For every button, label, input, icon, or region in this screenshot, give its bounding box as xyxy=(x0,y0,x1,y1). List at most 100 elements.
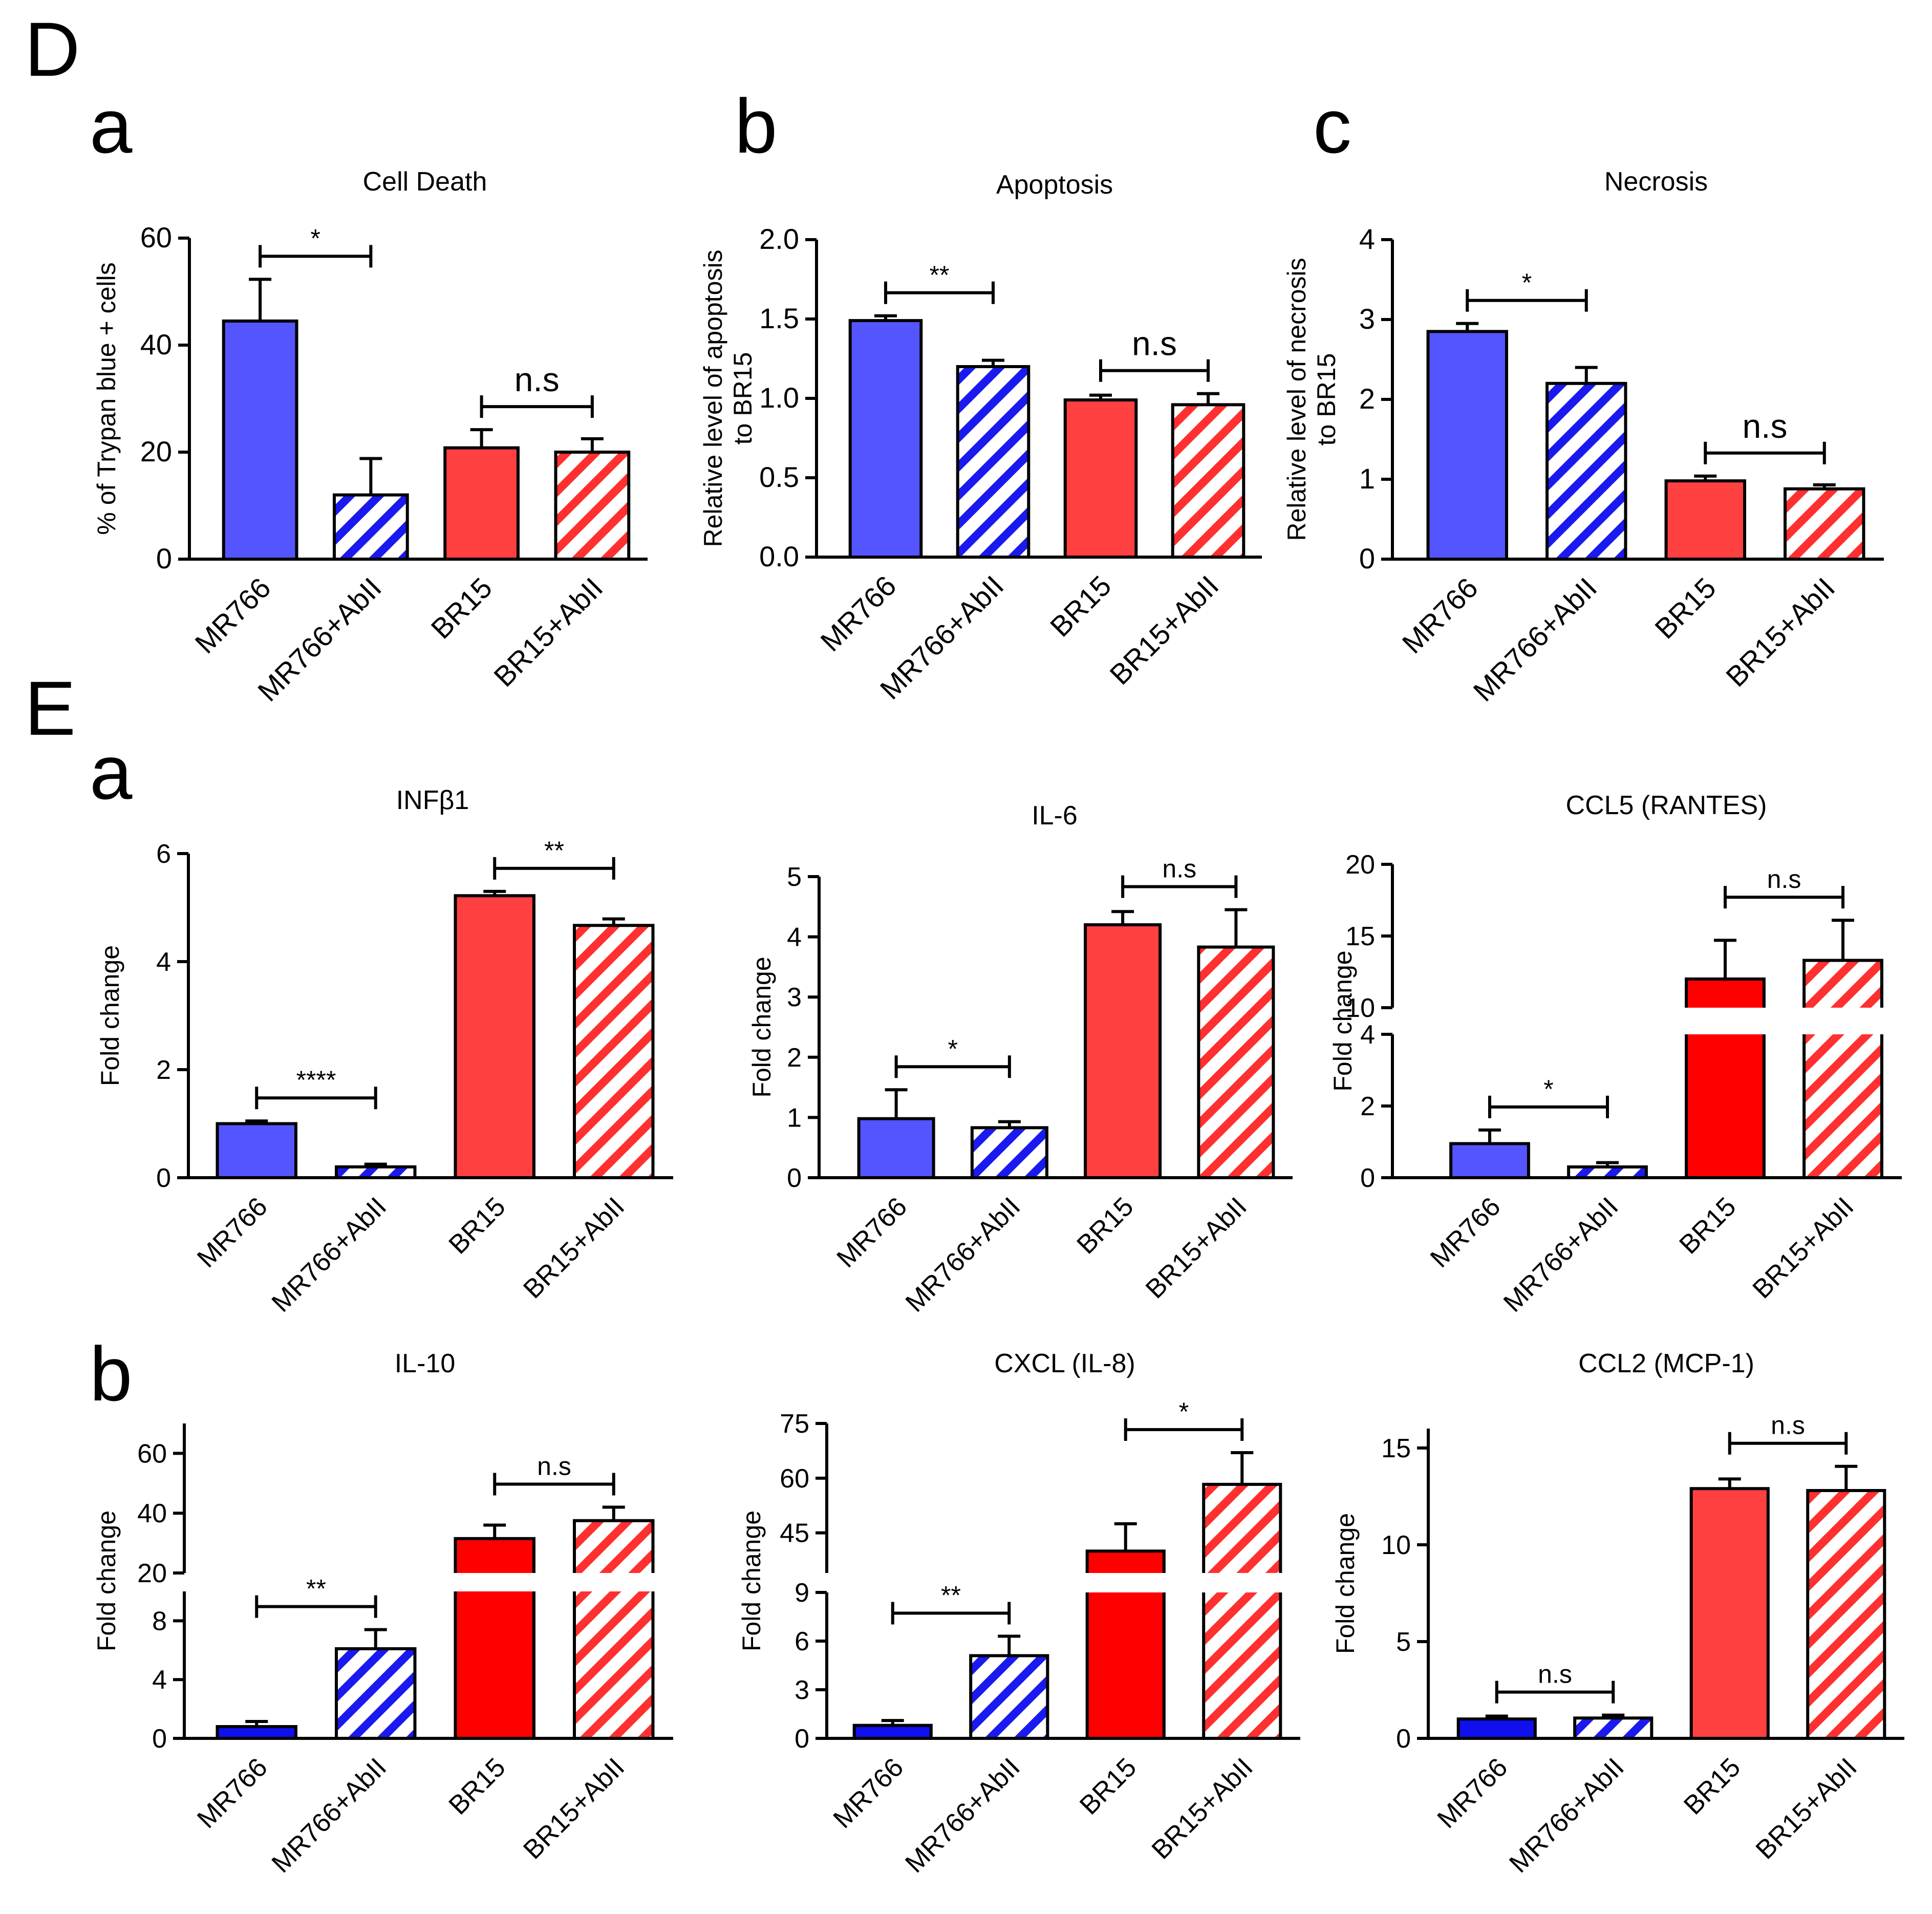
bar-1 xyxy=(1449,1142,1530,1179)
y-tick-label: 0.0 xyxy=(759,540,799,572)
x-tick-label: BR15+AbII xyxy=(1747,1192,1860,1304)
y-tick-label: 3 xyxy=(795,1675,809,1705)
y-tick-label: 15 xyxy=(1345,922,1375,951)
axis-break-gap xyxy=(572,1573,655,1591)
bar-1 xyxy=(852,1724,933,1740)
bar-4 xyxy=(573,924,655,1179)
x-tick-label: BR15 xyxy=(1673,1192,1742,1260)
panel-label-E-b: b xyxy=(90,1331,132,1417)
axis-break-gap xyxy=(1085,1573,1166,1592)
bar-2 xyxy=(1573,1716,1654,1740)
y-tick-label: 2 xyxy=(156,1055,171,1085)
bar-2 xyxy=(970,1126,1048,1180)
x-tick-label: BR15 xyxy=(443,1192,511,1260)
bar-2 xyxy=(956,365,1031,559)
y-tick-label: 40 xyxy=(137,1499,167,1528)
sig-label: ** xyxy=(306,1575,326,1603)
bar-3 xyxy=(454,1537,535,1740)
bar-2 xyxy=(335,1165,417,1179)
sig-label: n.s xyxy=(1742,407,1787,445)
y-tick-label: 15 xyxy=(1381,1434,1411,1463)
bar-4 xyxy=(1806,1489,1886,1740)
y-tick-label: 8 xyxy=(152,1606,167,1636)
bar-4 xyxy=(1197,945,1275,1180)
sig-label: ** xyxy=(930,261,950,289)
bar-1 xyxy=(1426,330,1508,561)
chart-title: Cell Death xyxy=(363,167,487,197)
y-tick-label: 0 xyxy=(156,542,172,575)
y-axis-label: Fold change xyxy=(737,1511,766,1651)
chart-title: INFβ1 xyxy=(396,785,469,815)
sig-label: ** xyxy=(544,836,564,865)
chart-necrosis: Necrosis Relative level of necrosis to BR1… xyxy=(1282,167,1884,708)
y-tick-label: 9 xyxy=(795,1578,809,1608)
y-tick-label: 4 xyxy=(152,1665,167,1695)
x-tick-label: BR15+AbII xyxy=(1720,571,1841,693)
x-tick-label: BR15+AbII xyxy=(518,1752,630,1865)
bar-4 xyxy=(554,451,631,561)
y-axis-label: to BR15 xyxy=(1312,353,1341,446)
y-axis-label: to BR15 xyxy=(728,352,757,445)
x-tick-label: BR15+AbII xyxy=(1750,1752,1863,1865)
bar-2 xyxy=(1545,381,1627,561)
y-tick-label: 20 xyxy=(140,435,172,467)
y-tick-label: 6 xyxy=(795,1627,809,1656)
y-tick-label: 4 xyxy=(1360,1020,1375,1050)
chart-title: IL-10 xyxy=(395,1349,456,1378)
chart-cell-death: Cell Death % of Trypan blue + cells 0 20 40 6… xyxy=(92,167,648,708)
chart-title: CCL2 (MCP-1) xyxy=(1578,1349,1754,1378)
x-tick-label: MR766+AbII xyxy=(266,1192,392,1317)
panel-label-D-c: c xyxy=(1313,83,1351,169)
sig-label: n.s xyxy=(1538,1660,1572,1689)
x-tick-label: MR766 xyxy=(1396,571,1484,660)
x-tick-label: BR15 xyxy=(1074,1752,1142,1820)
y-tick-label: 0.5 xyxy=(759,461,799,493)
chart-title: CXCL (IL-8) xyxy=(994,1349,1135,1378)
chart-title: CCL5 (RANTES) xyxy=(1566,791,1767,820)
sig-label: * xyxy=(1543,1075,1553,1103)
bar-4 xyxy=(573,1519,655,1740)
y-tick-label: 4 xyxy=(1359,223,1375,255)
y-tick-label: 0 xyxy=(787,1163,802,1193)
sig-label: n.s xyxy=(1771,1411,1805,1440)
y-tick-label: 3 xyxy=(787,983,802,1012)
axis-break-gap xyxy=(453,1573,536,1591)
y-tick-label: 5 xyxy=(787,862,802,892)
sig-label: n.s xyxy=(1767,865,1801,894)
y-tick-label: 0 xyxy=(1396,1724,1411,1754)
axis-break-gap xyxy=(1684,1008,1766,1034)
x-tick-label: MR766 xyxy=(831,1192,913,1273)
bar-4 xyxy=(1171,403,1246,559)
y-tick-label: 2 xyxy=(787,1043,802,1073)
y-tick-label: 0 xyxy=(1360,1163,1375,1193)
y-tick-label: 0 xyxy=(795,1724,809,1754)
x-tick-label: BR15+AbII xyxy=(1103,569,1225,691)
y-axis-label: Relative level of necrosis xyxy=(1282,258,1311,541)
chart-cxcl: CXCL (IL-8) Fold change 0 3 6 9 45 60 75 MR766MR7… xyxy=(737,1349,1300,1879)
bar-3 xyxy=(1689,1487,1770,1740)
sig-label: * xyxy=(948,1034,958,1063)
x-tick-label: MR766 xyxy=(191,1192,273,1273)
y-axis-label: % of Trypan blue + cells xyxy=(92,262,121,535)
y-tick-label: 0 xyxy=(156,1163,171,1193)
bar-2 xyxy=(333,493,409,561)
x-tick-label: MR766 xyxy=(814,569,902,657)
chart-title: IL-6 xyxy=(1032,801,1078,831)
x-tick-label: BR15+AbII xyxy=(1146,1752,1259,1865)
y-tick-label: 1 xyxy=(787,1103,802,1133)
sig-label: **** xyxy=(296,1066,336,1094)
y-tick-label: 1.5 xyxy=(759,302,799,334)
x-tick-label: MR766 xyxy=(1425,1192,1507,1273)
panel-label-E-a: a xyxy=(90,729,133,815)
bar-1 xyxy=(216,1725,297,1740)
y-tick-label: 75 xyxy=(780,1409,809,1439)
x-tick-label: BR15 xyxy=(425,571,499,645)
axis-break-gap xyxy=(1802,1008,1884,1034)
y-tick-label: 6 xyxy=(156,839,171,869)
x-tick-label: MR766+AbII xyxy=(1498,1192,1624,1317)
x-tick-label: BR15 xyxy=(1044,569,1118,643)
y-tick-label: 60 xyxy=(137,1439,167,1469)
